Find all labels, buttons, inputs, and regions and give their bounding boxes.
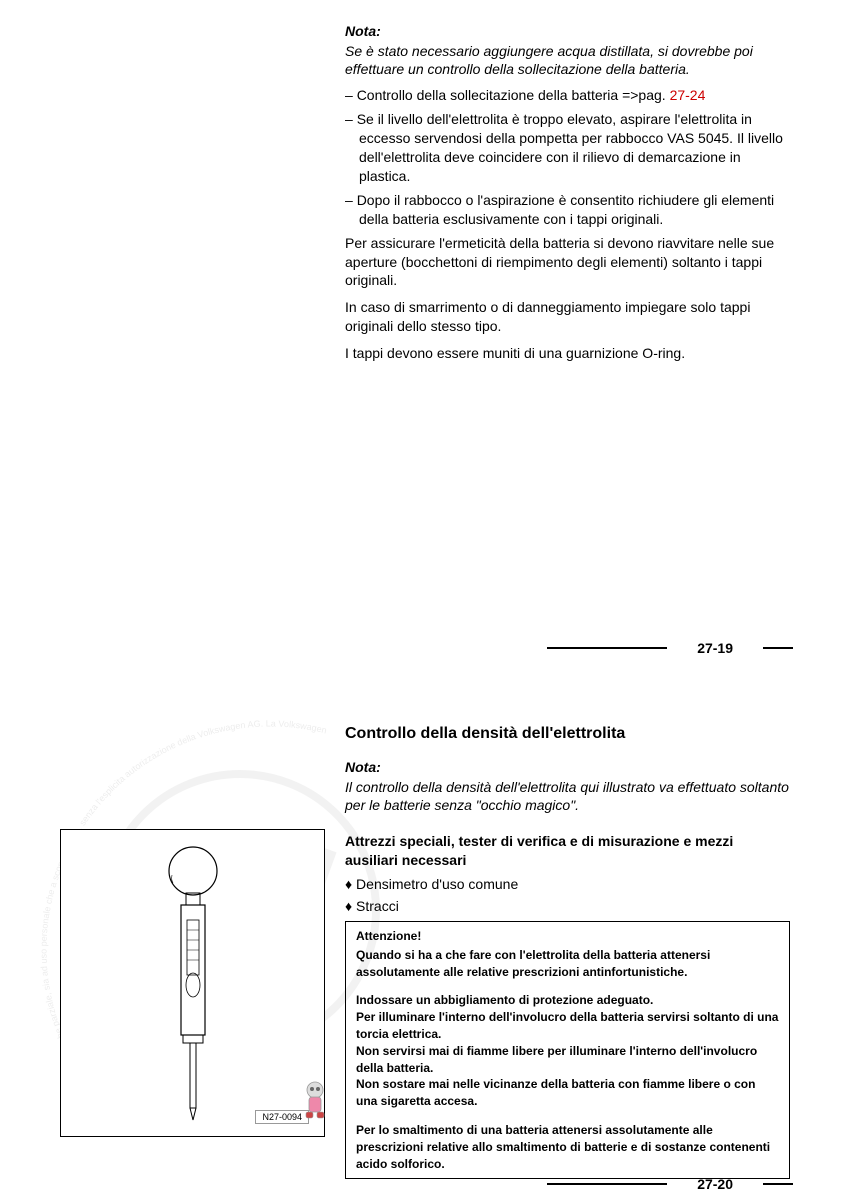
tool-item-2: Stracci bbox=[345, 897, 790, 917]
page-number-1: 27-19 bbox=[697, 640, 733, 656]
page-reference-link[interactable]: 27-24 bbox=[670, 87, 706, 103]
bullet-1: Controllo della sollecitazione della bat… bbox=[345, 86, 790, 105]
warning-para-3: Per lo smaltimento di una batteria atten… bbox=[356, 1122, 779, 1172]
page-number-bar-1: 27-19 bbox=[547, 640, 793, 656]
warning-title: Attenzione! bbox=[356, 928, 779, 945]
tool-item-1: Densimetro d'uso comune bbox=[345, 875, 790, 895]
tools-heading: Attrezzi speciali, tester di verifica e … bbox=[345, 832, 790, 868]
page-num-line-short bbox=[763, 647, 793, 649]
figure-hydrometer: N27-0094 bbox=[60, 829, 325, 1137]
nota-label-2: Nota: bbox=[345, 759, 790, 775]
warning-para-1: Quando si ha a che fare con l'elettrolit… bbox=[356, 947, 779, 981]
section-2-heading: Controllo della densità dell'elettrolita bbox=[345, 725, 790, 743]
nota-text-2: Il controllo della densità dell'elettrol… bbox=[345, 778, 790, 814]
warning-para-2: Indossare un abbigliamento di protezione… bbox=[356, 992, 779, 1110]
hydrometer-icon bbox=[153, 845, 233, 1125]
bullet-2: Se il livello dell'elettrolita è troppo … bbox=[345, 110, 790, 186]
section-1-content: Nota: Se è stato necessario aggiungere a… bbox=[345, 23, 790, 371]
page-num-line bbox=[547, 647, 667, 649]
mascot-icon bbox=[300, 1080, 330, 1120]
para-1: Per assicurare l'ermeticità della batter… bbox=[345, 234, 790, 291]
para-2: In caso di smarrimento o di danneggiamen… bbox=[345, 298, 790, 336]
warning-box: Attenzione! Quando si ha a che fare con … bbox=[345, 921, 790, 1179]
page-num-line bbox=[547, 1183, 667, 1185]
nota-text-1: Se è stato necessario aggiungere acqua d… bbox=[345, 42, 790, 78]
nota-label-1: Nota: bbox=[345, 23, 790, 39]
para-3: I tappi devono essere muniti di una guar… bbox=[345, 344, 790, 363]
bullet-3: Dopo il rabbocco o l'aspirazione è conse… bbox=[345, 191, 790, 229]
page-num-line-short bbox=[763, 1183, 793, 1185]
section-2-content: Controllo della densità dell'elettrolita… bbox=[345, 725, 790, 1179]
